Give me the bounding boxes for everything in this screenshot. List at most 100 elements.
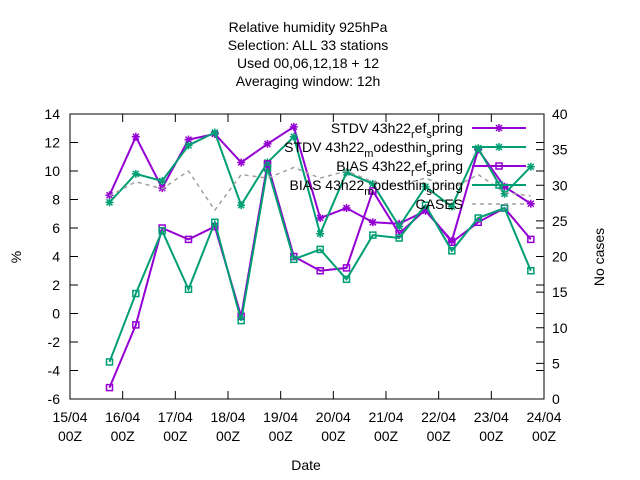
data-point	[316, 214, 325, 223]
title-line: Used 00,06,12,18 + 12	[237, 55, 379, 71]
chart-title: Relative humidity 925hPa Selection: ALL 3…	[228, 19, 389, 89]
series-line	[108, 163, 532, 388]
legend-label: CASES	[416, 196, 463, 212]
data-point	[289, 132, 298, 141]
legend-marker	[495, 162, 503, 170]
data-point	[316, 229, 325, 238]
data-point	[395, 222, 404, 231]
data-point	[500, 189, 509, 198]
series-line	[108, 167, 532, 363]
data-point	[131, 132, 140, 141]
x-tick-label: 00Z	[532, 428, 557, 444]
data-point	[526, 199, 535, 208]
data-point	[369, 231, 377, 239]
y2-tick-label: 30	[552, 177, 568, 193]
series-3	[105, 164, 535, 366]
x-tick-label: 00Z	[427, 428, 452, 444]
data-point	[448, 247, 456, 255]
data-point	[342, 275, 351, 284]
data-point	[263, 164, 272, 172]
x-tick-label: 23/04	[474, 409, 509, 425]
data-point	[447, 202, 456, 211]
y2-tick-label: 0	[552, 391, 560, 407]
data-point	[105, 198, 114, 207]
legend-label: STDV 43h22modesthinspring	[284, 139, 463, 160]
data-point	[105, 383, 114, 392]
series-4	[109, 166, 531, 212]
data-point	[316, 267, 324, 275]
y-tick-label: 6	[52, 220, 60, 236]
data-point	[474, 144, 483, 153]
x-tick-label: 20/04	[316, 409, 351, 425]
x-tick-label: 15/04	[52, 409, 87, 425]
y2-tick-label: 35	[552, 142, 568, 158]
data-point	[368, 218, 377, 227]
data-point	[105, 358, 114, 366]
legend-marker	[495, 143, 503, 151]
data-point	[132, 321, 140, 329]
x-tick-label: 21/04	[368, 409, 403, 425]
data-point	[184, 135, 193, 144]
y-tick-label: -6	[48, 391, 61, 407]
data-point	[158, 227, 166, 235]
data-point	[237, 158, 246, 167]
x-tick-label: 00Z	[479, 428, 504, 444]
y-tick-label: -2	[48, 334, 61, 350]
data-point	[237, 201, 246, 210]
data-point	[369, 187, 377, 195]
data-point	[527, 267, 535, 275]
data-point	[342, 168, 351, 177]
data-point	[263, 139, 272, 148]
data-point	[158, 176, 167, 185]
y-tick-label: 12	[44, 135, 60, 151]
y2-axis-label: No cases	[591, 228, 607, 286]
x-tick-label: 17/04	[158, 409, 193, 425]
data-point	[368, 179, 377, 188]
data-point	[289, 122, 298, 131]
y-tick-label: -4	[48, 363, 61, 379]
y-tick-label: 0	[52, 306, 60, 322]
y2-tick-label: 5	[552, 355, 560, 371]
x-tick-label: 19/04	[263, 409, 298, 425]
data-point	[211, 218, 219, 227]
series-1	[105, 128, 535, 238]
x-tick-label: 00Z	[58, 428, 83, 444]
data-point	[263, 160, 272, 168]
legend-label: STDV 43h22refspring	[331, 120, 463, 141]
y2-tick-label: 15	[552, 284, 568, 300]
legend-label: BIAS 43h22refspring	[336, 158, 463, 179]
data-point	[342, 264, 351, 272]
data-point	[526, 162, 535, 171]
data-point	[132, 289, 140, 298]
plot-frame	[69, 113, 545, 400]
y2-tick-label: 10	[552, 320, 568, 336]
title-line: Selection: ALL 33 stations	[228, 37, 389, 53]
series-2	[105, 160, 535, 392]
data-point	[290, 255, 298, 264]
x-tick-label: 24/04	[526, 409, 561, 425]
y-tick-label: 2	[52, 277, 60, 293]
data-point	[237, 316, 245, 325]
y2-tick-label: 25	[552, 213, 568, 229]
data-point	[316, 245, 324, 254]
x-tick-label: 00Z	[163, 428, 188, 444]
x-tick-label: 00Z	[269, 428, 294, 444]
title-line: Relative humidity 925hPa	[229, 19, 388, 35]
data-point	[395, 234, 403, 242]
data-point	[184, 285, 193, 294]
legend-marker	[495, 181, 503, 189]
y2-tick-label: 20	[552, 249, 568, 265]
x-tick-label: 00Z	[111, 428, 136, 444]
x-tick-label: 18/04	[210, 409, 245, 425]
y2-tick-label: 40	[552, 106, 568, 122]
data-point	[184, 235, 193, 244]
x-tick-label: 00Z	[374, 428, 399, 444]
x-tick-label: 00Z	[321, 428, 346, 444]
y-axis-right: 0 5 10 15 20 25 30 35 40	[536, 106, 568, 407]
series-line	[109, 166, 531, 212]
y-tick-label: 4	[52, 249, 60, 265]
y-axis-label: %	[8, 251, 24, 263]
y-tick-label: 10	[44, 163, 60, 179]
x-axis: 15/04 00Z 16/04 00Z 17/04 00Z 18/04 00Z 19/04 00Z…	[52, 114, 562, 444]
